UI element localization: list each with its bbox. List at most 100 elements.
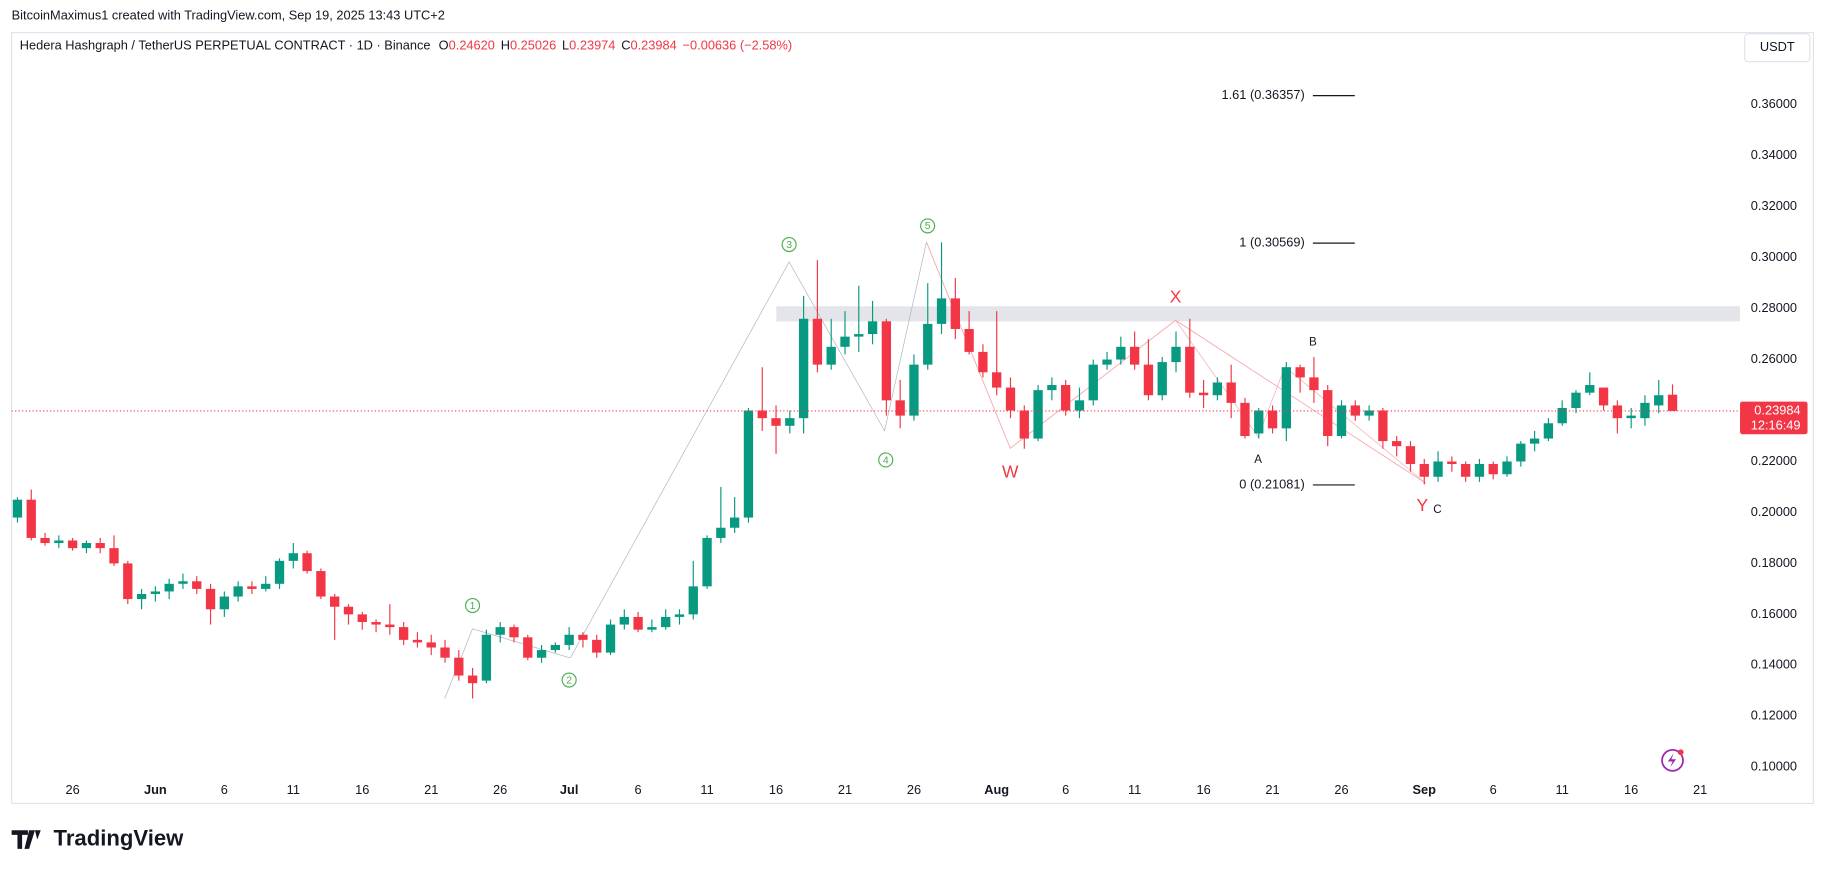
candle-body [371, 622, 381, 625]
y-tick-label: 0.18000 [1751, 555, 1797, 570]
flash-icon [1661, 749, 1684, 772]
candle-body [992, 372, 1002, 388]
candle-body [398, 627, 409, 640]
wave-label: 1 [470, 601, 476, 612]
candle-body [123, 563, 133, 600]
candle-body [12, 499, 23, 518]
y-tick-label: 0.12000 [1751, 708, 1797, 723]
candle-body [467, 675, 478, 684]
candle-body [771, 418, 781, 426]
candle-body [1116, 346, 1126, 360]
candle-body [633, 616, 643, 630]
tv-logo: TradingView [11, 825, 184, 850]
candle-body [316, 571, 326, 597]
candle-body [26, 499, 36, 538]
candle-body [192, 581, 202, 589]
candle-body [826, 346, 836, 365]
candle-body [647, 627, 657, 630]
candle-body [936, 298, 947, 324]
candle-body [1405, 446, 1416, 465]
candle-body [1212, 382, 1223, 396]
candle-body [1447, 461, 1457, 465]
candle-body [343, 606, 354, 615]
x-tick-label: 21 [424, 782, 438, 797]
candle-body [1074, 400, 1085, 411]
x-tick-label: 6 [1490, 782, 1497, 797]
pattern-label: Y [1416, 495, 1428, 515]
countdown: 12:16:49 [1751, 417, 1801, 432]
candle-body [895, 400, 905, 416]
candle-body [1157, 362, 1167, 396]
candle-body [743, 410, 754, 518]
x-tick-label: Jun [144, 782, 167, 797]
icon-bolt [1667, 753, 1677, 768]
resistance-zone [776, 306, 1741, 322]
correction-label: A [1254, 453, 1262, 466]
icon-dot [1677, 749, 1684, 756]
wave-circle [878, 452, 894, 468]
x-tick-label: 26 [1334, 782, 1348, 797]
logo-icon [11, 830, 41, 849]
candle-body [1129, 346, 1140, 365]
candle-body [426, 642, 436, 648]
symbol-legend: Hedera Hashgraph / TetherUS PERPETUAL CO… [20, 38, 792, 53]
candle-body [1309, 377, 1319, 391]
candle-body [550, 644, 561, 651]
candle-body [274, 560, 285, 584]
candle-body [1433, 461, 1443, 477]
legend-key: H [501, 38, 510, 53]
candle-body [136, 593, 147, 600]
candle-body [109, 548, 119, 564]
y-tick-label: 0.34000 [1751, 147, 1797, 162]
candle-body [233, 586, 243, 597]
y-tick-label: 0.28000 [1751, 300, 1797, 315]
candle-body [495, 627, 505, 635]
candle-body [716, 527, 726, 538]
legend-key: O [439, 38, 449, 53]
plot-frame [11, 32, 1814, 805]
candle-body [1502, 461, 1512, 475]
wave-circle [920, 218, 936, 234]
candle-body [288, 553, 298, 561]
candle-body [798, 318, 809, 419]
candle-body [54, 540, 64, 544]
candle-body [1626, 415, 1636, 419]
candle-body [564, 634, 574, 645]
candle-body [702, 537, 712, 587]
candle-body [509, 627, 519, 638]
credit: BitcoinMaximus1 created with TradingView… [12, 8, 445, 23]
wave-label: 2 [566, 675, 572, 686]
candle-body [219, 596, 229, 610]
candle-body [854, 334, 864, 337]
legend-value: 0.23984 [630, 38, 676, 53]
candle-body [1667, 394, 1678, 411]
candle-body [481, 634, 492, 681]
candle-body [440, 647, 450, 658]
candle-body [674, 614, 685, 617]
candle-body [1019, 410, 1029, 439]
candle-body [95, 543, 105, 549]
candle-body [1350, 405, 1360, 416]
candle-body [1543, 423, 1554, 439]
x-tick-label: 16 [1196, 782, 1210, 797]
fib-label: 1.61 (0.36357) [1222, 87, 1305, 102]
x-tick-label: Aug [984, 782, 1009, 797]
currency-box [1744, 33, 1811, 63]
pattern-label: W [1002, 461, 1019, 481]
candle-body [1612, 405, 1623, 419]
candle-body [1143, 364, 1154, 396]
x-tick-label: 6 [1062, 782, 1069, 797]
candle-body [840, 336, 850, 347]
candle-body [1005, 387, 1016, 411]
x-tick-label: 26 [493, 782, 507, 797]
candle-body [1185, 346, 1195, 393]
wave-circle [464, 597, 481, 614]
candle-body [1254, 410, 1264, 434]
wave-line [444, 242, 927, 699]
candle-body [1088, 364, 1098, 401]
candle-body [688, 586, 698, 615]
legend-value: 0.24620 [449, 38, 495, 53]
y-tick-label: 0.14000 [1751, 657, 1797, 672]
candle-body [40, 537, 50, 544]
